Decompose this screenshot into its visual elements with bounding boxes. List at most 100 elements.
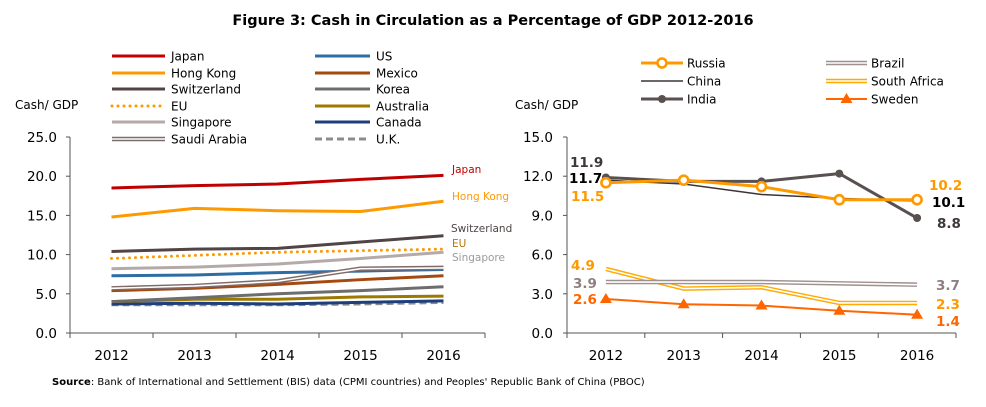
y-tick-label: 0.0: [36, 326, 57, 342]
legend-label-korea: Korea: [376, 83, 410, 97]
line-brazil-inner: [605, 281, 918, 286]
legend-label-india: India: [687, 93, 716, 107]
legend-label-u-k: U.K.: [376, 133, 400, 147]
legend-label-brazil: Brazil: [871, 57, 905, 71]
y-axis-label: Cash/ GDP: [15, 98, 78, 112]
series-hong-kong: [111, 199, 444, 219]
legend-item-sweden: Sweden: [826, 93, 918, 107]
y-tick-label: 15.0: [27, 208, 57, 224]
marker-russia: [677, 174, 690, 186]
legend-item-hong-kong: Hong Kong: [112, 67, 236, 81]
legend-item-korea: Korea: [315, 83, 410, 97]
legend-label-hong-kong: Hong Kong: [171, 67, 236, 81]
x-tick-label: 2016: [900, 348, 934, 364]
legend-item-saudi-arabia: Saudi Arabia: [112, 133, 247, 147]
y-tick-label: 6.0: [532, 248, 553, 264]
y-axis-label: Cash/ GDP: [515, 98, 578, 112]
marker-sweden: [677, 298, 690, 309]
data-label-russia-first: 11.5: [571, 189, 604, 205]
figure-title: Figure 3: Cash in Circulation as a Perce…: [232, 13, 753, 29]
data-label-india-first: 11.9: [570, 155, 603, 171]
marker-russia: [600, 176, 612, 189]
legend-item-u-k: U.K.: [315, 133, 400, 147]
y-tick-label: 20.0: [27, 169, 57, 185]
series-switzerland: [111, 234, 444, 253]
marker-russia: [911, 193, 923, 206]
end-label-singapore: Singapore: [452, 252, 505, 264]
legend-item-south-africa: South Africa: [826, 75, 944, 89]
y-tick-label: 0.0: [532, 326, 553, 342]
legend-label-switzerland: Switzerland: [171, 83, 241, 97]
legend-item-china: China: [641, 75, 721, 89]
x-tick-label: 2013: [667, 348, 701, 364]
series-brazil: [605, 279, 918, 287]
data-label-china-first: 11.7: [569, 171, 602, 187]
legend-item-australia: Australia: [315, 100, 429, 114]
legend-item-singapore: Singapore: [112, 116, 232, 130]
legend-item-russia: Russia: [641, 57, 726, 71]
line-saudi-arabia-inner: [111, 267, 444, 290]
line-hong-kong: [111, 199, 444, 219]
y-tick-label: 10.0: [27, 248, 57, 264]
legend-item-india: India: [641, 93, 716, 107]
series-mexico: [111, 274, 444, 293]
legend-item-us: US: [315, 50, 392, 64]
marker-russia: [755, 180, 768, 193]
x-tick-label: 2014: [744, 348, 778, 364]
legend-label-singapore: Singapore: [171, 116, 232, 130]
y-tick-label: 25.0: [27, 130, 57, 146]
line-japan: [111, 173, 444, 190]
series-korea: [111, 285, 444, 304]
source-label: Source: [52, 377, 91, 388]
x-tick-label: 2013: [177, 348, 211, 364]
legend-item-switzerland: Switzerland: [112, 83, 241, 97]
marker-india: [835, 169, 844, 178]
data-label-russia-last: 10.2: [929, 178, 962, 194]
series-india: [601, 169, 922, 223]
x-tick-label: 2016: [426, 348, 460, 364]
legend-label-russia: Russia: [687, 57, 726, 71]
left-chart: Cash/ GDP 0.0 5.0 10.0 15.0 20.0 25.0 2012 2013 2…: [15, 50, 512, 365]
data-label-sweden-last: 1.4: [936, 314, 960, 330]
legend-label-australia: Australia: [376, 100, 429, 114]
legend-item-japan: Japan: [112, 50, 204, 64]
y-tick-label: 15.0: [523, 130, 553, 146]
end-label-hong-kong: Hong Kong: [452, 191, 509, 203]
line-singapore: [111, 250, 444, 271]
legend-label-mexico: Mexico: [376, 67, 418, 81]
legend-item-canada: Canada: [315, 116, 422, 130]
line-korea: [111, 285, 444, 304]
y-tick-label: 9.0: [532, 208, 553, 224]
series-canada: [111, 299, 444, 306]
legend-marker-sweden: [840, 93, 853, 103]
x-tick-label: 2015: [343, 348, 377, 364]
series-russia: [600, 174, 923, 206]
legend-item-mexico: Mexico: [315, 67, 418, 81]
series-saudi-arabia: [111, 265, 444, 291]
marker-sweden: [755, 299, 768, 310]
x-tick-label: 2012: [589, 348, 623, 364]
end-label-switzerland: Switzerland: [451, 223, 512, 235]
series-japan: [111, 173, 444, 190]
x-tick-label: 2014: [260, 348, 294, 364]
legend-label-china: China: [687, 75, 721, 89]
legend-marker-russia: [656, 57, 668, 69]
legend-label-us: US: [376, 50, 392, 64]
legend-label-sweden: Sweden: [871, 93, 918, 107]
marker-india: [913, 214, 922, 223]
series-singapore: [111, 250, 444, 271]
legend-label-japan: Japan: [170, 50, 204, 64]
marker-russia: [833, 193, 846, 206]
line-mexico: [111, 274, 444, 293]
data-label-south-africa-last: 2.3: [936, 297, 960, 313]
series-eu: [110, 247, 445, 261]
y-tick-label: 3.0: [532, 287, 553, 303]
end-label-japan: Japan: [451, 164, 481, 176]
source-note: Source: Bank of International and Settle…: [52, 377, 645, 388]
marker-sweden: [911, 308, 924, 319]
right-chart: Cash/ GDP 0.0 3.0 6.0 9.0 12.0 15.0 2012 2013 201…: [515, 57, 965, 365]
data-label-india-last: 8.8: [937, 216, 961, 232]
data-label-sweden-first: 2.6: [573, 292, 597, 308]
